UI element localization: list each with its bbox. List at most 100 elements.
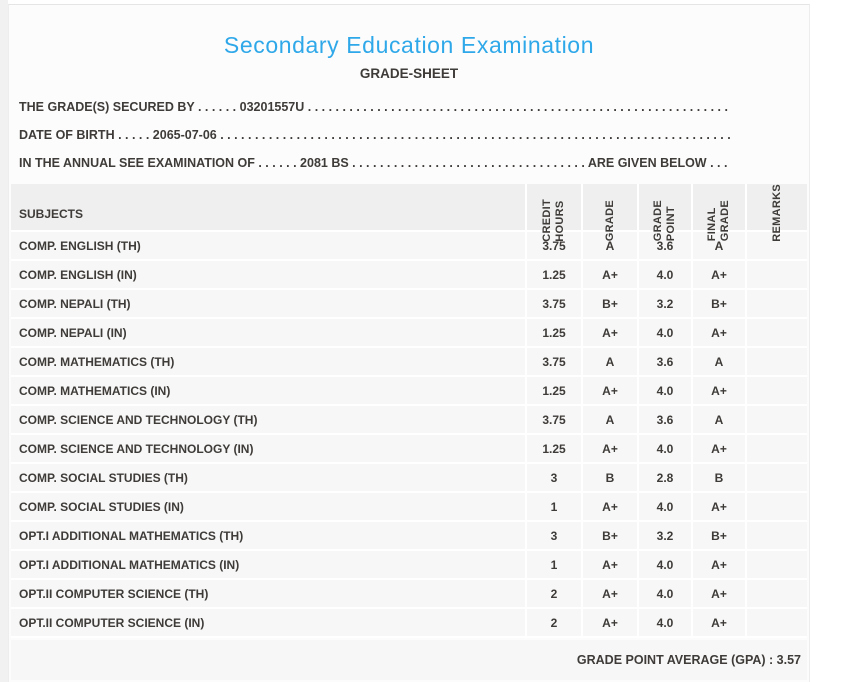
table-row: COMP. NEPALI (TH) 3.75 B+ 3.2 B+: [11, 290, 807, 319]
final-grade-cell: A+: [691, 261, 745, 288]
final-grade-cell: A+: [691, 435, 745, 462]
grade-cell: A+: [581, 319, 637, 346]
subject-cell: COMP. SCIENCE AND TECHNOLOGY (TH): [19, 412, 258, 427]
grade-point-cell: 4.0: [637, 377, 691, 404]
final-grade-cell: A+: [691, 551, 745, 578]
info-line-examination-of: IN THE ANNUAL SEE EXAMINATION OF . . . .…: [19, 156, 728, 170]
column-header-remarks-label: REMARKS: [770, 184, 783, 242]
remarks-cell: [745, 319, 807, 346]
remarks-cell: [745, 464, 807, 491]
gpa-text: GRADE POINT AVERAGE (GPA) : 3.57: [576, 653, 801, 667]
grade-point-cell: 3.6: [637, 348, 691, 375]
page-subtitle: GRADE-SHEET: [359, 66, 459, 81]
column-header-grade-label: GRADE: [603, 200, 616, 242]
subject-cell: COMP. MATHEMATICS (IN): [19, 383, 171, 398]
column-header-grade-point: GRADE POINT: [637, 184, 691, 245]
remarks-cell: [745, 406, 807, 433]
credit-hours-cell: 3.75: [525, 232, 581, 259]
table-row: COMP. NEPALI (IN) 1.25 A+ 4.0 A+: [11, 319, 807, 348]
table-row: OPT.II COMPUTER SCIENCE (TH) 2 A+ 4.0 A+: [11, 580, 807, 609]
table-row: COMP. SCIENCE AND TECHNOLOGY (IN) 1.25 A…: [11, 435, 807, 464]
subject-cell: COMP. SOCIAL STUDIES (IN): [19, 499, 184, 514]
column-header-subjects: SUBJECTS: [19, 207, 84, 222]
grade-point-cell: 2.8: [637, 464, 691, 491]
remarks-cell: [745, 551, 807, 578]
grade-cell: B+: [581, 290, 637, 317]
subject-cell: COMP. NEPALI (IN): [19, 325, 127, 340]
grade-cell: A: [581, 406, 637, 433]
grade-cell: A+: [581, 580, 637, 607]
grade-point-cell: 4.0: [637, 319, 691, 346]
subject-cell: OPT.I ADDITIONAL MATHEMATICS (IN): [19, 557, 240, 572]
credit-hours-cell: 3.75: [525, 348, 581, 375]
credit-hours-cell: 3: [525, 522, 581, 549]
subject-cell: OPT.II COMPUTER SCIENCE (IN): [19, 615, 205, 630]
remarks-cell: [745, 522, 807, 549]
info-line-date-of-birth: DATE OF BIRTH . . . . . 2065-07-06 . . .…: [19, 128, 731, 142]
credit-hours-cell: 1.25: [525, 377, 581, 404]
credit-hours-cell: 3.75: [525, 290, 581, 317]
grade-point-cell: 3.6: [637, 232, 691, 259]
grade-point-cell: 4.0: [637, 493, 691, 520]
table-row: COMP. MATHEMATICS (IN) 1.25 A+ 4.0 A+: [11, 377, 807, 406]
grade-point-cell: 4.0: [637, 435, 691, 462]
table-header-row: SUBJECTS CREDIT HOURS GRADE GRADE POINT …: [11, 184, 807, 245]
grade-cell: B: [581, 464, 637, 491]
grade-sheet-card: Secondary Education Examination GRADE-SH…: [8, 4, 810, 682]
grade-cell: A+: [581, 551, 637, 578]
final-grade-cell: A+: [691, 377, 745, 404]
table-row: COMP. MATHEMATICS (TH) 3.75 A 3.6 A: [11, 348, 807, 377]
remarks-cell: [745, 580, 807, 607]
credit-hours-cell: 2: [525, 580, 581, 607]
remarks-cell: [745, 609, 807, 636]
grade-cell: A: [581, 348, 637, 375]
final-grade-cell: A: [691, 348, 745, 375]
grade-cell: A+: [581, 609, 637, 636]
table-row: COMP. SOCIAL STUDIES (IN) 1 A+ 4.0 A+: [11, 493, 807, 522]
table-row: OPT.II COMPUTER SCIENCE (IN) 2 A+ 4.0 A+: [11, 609, 807, 638]
grade-cell: A: [581, 232, 637, 259]
credit-hours-cell: 1.25: [525, 261, 581, 288]
grade-point-cell: 3.6: [637, 406, 691, 433]
remarks-cell: [745, 348, 807, 375]
left-edge-strip: [0, 0, 8, 682]
remarks-cell: [745, 261, 807, 288]
credit-hours-cell: 1: [525, 551, 581, 578]
column-header-grade: GRADE: [581, 184, 637, 245]
subject-cell: COMP. ENGLISH (TH): [19, 238, 141, 253]
subject-cell: COMP. NEPALI (TH): [19, 296, 131, 311]
credit-hours-cell: 1.25: [525, 319, 581, 346]
final-grade-cell: B+: [691, 522, 745, 549]
table-row: OPT.I ADDITIONAL MATHEMATICS (IN) 1 A+ 4…: [11, 551, 807, 580]
credit-hours-cell: 3: [525, 464, 581, 491]
table-body: COMP. ENGLISH (TH) 3.75 A 3.6 A COMP. EN…: [11, 232, 807, 638]
grade-point-cell: 4.0: [637, 551, 691, 578]
remarks-cell: [745, 377, 807, 404]
page-title: Secondary Education Examination: [223, 32, 595, 58]
subject-cell: COMP. ENGLISH (IN): [19, 267, 137, 282]
final-grade-cell: A+: [691, 609, 745, 636]
grade-point-cell: 4.0: [637, 609, 691, 636]
grade-cell: A+: [581, 493, 637, 520]
final-grade-cell: B: [691, 464, 745, 491]
remarks-cell: [745, 290, 807, 317]
candidate-info-block: THE GRADE(S) SECURED BY . . . . . . 0320…: [9, 93, 809, 177]
column-header-remarks: REMARKS: [745, 184, 807, 245]
subject-cell: OPT.I ADDITIONAL MATHEMATICS (TH): [19, 528, 244, 543]
credit-hours-cell: 1.25: [525, 435, 581, 462]
grade-cell: A+: [581, 261, 637, 288]
column-header-credit-hours-label: CREDIT HOURS: [541, 198, 566, 242]
grade-cell: B+: [581, 522, 637, 549]
column-header-credit-hours: CREDIT HOURS: [525, 184, 581, 245]
grades-table: SUBJECTS CREDIT HOURS GRADE GRADE POINT …: [11, 184, 807, 638]
remarks-cell: [745, 232, 807, 259]
table-row: OPT.I ADDITIONAL MATHEMATICS (TH) 3 B+ 3…: [11, 522, 807, 551]
subject-cell: COMP. SOCIAL STUDIES (TH): [19, 470, 188, 485]
grade-cell: A+: [581, 435, 637, 462]
gpa-footer: GRADE POINT AVERAGE (GPA) : 3.57: [11, 640, 807, 680]
table-row: COMP. ENGLISH (TH) 3.75 A 3.6 A: [11, 232, 807, 261]
remarks-cell: [745, 493, 807, 520]
grade-point-cell: 4.0: [637, 261, 691, 288]
subject-cell: COMP. MATHEMATICS (TH): [19, 354, 175, 369]
